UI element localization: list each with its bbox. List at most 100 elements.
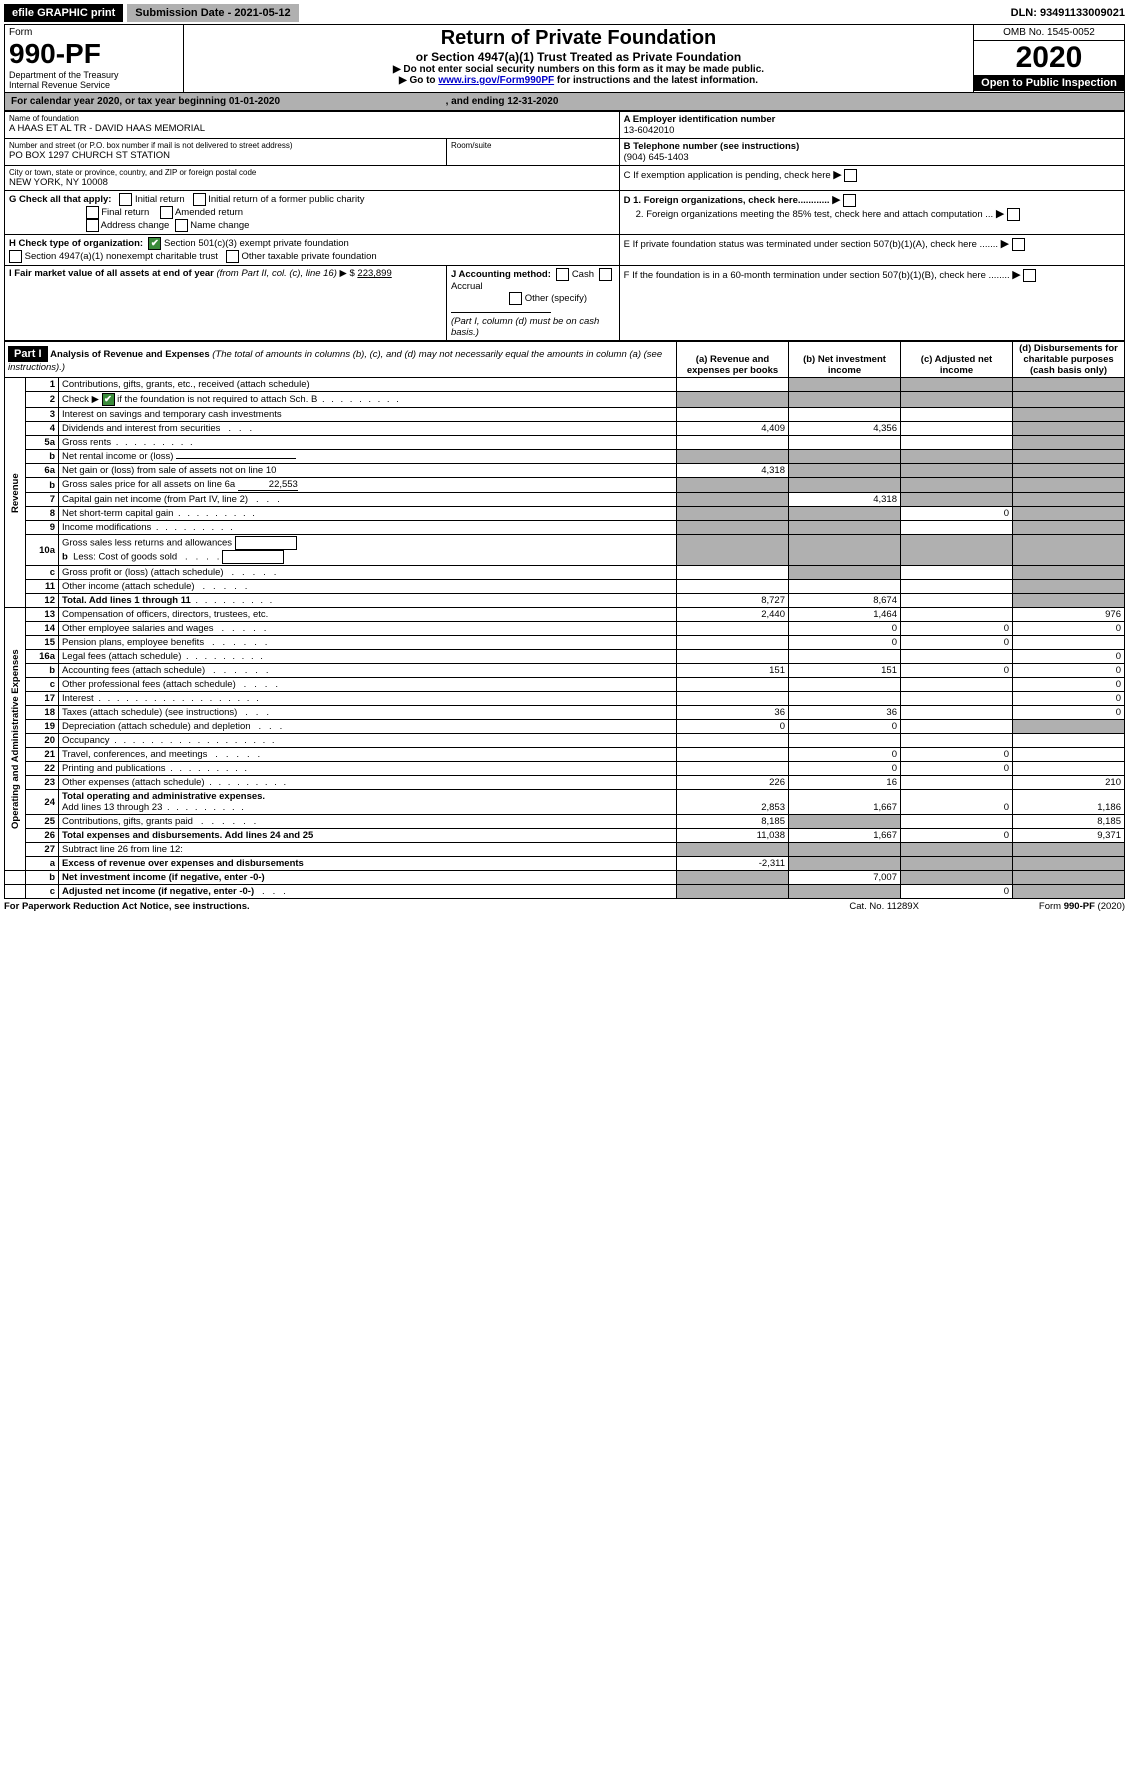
row-num: b (26, 664, 59, 678)
row-num: b (26, 871, 59, 885)
g-address-change-checkbox[interactable] (86, 219, 99, 232)
city-value: NEW YORK, NY 10008 (9, 177, 615, 188)
ein-value: 13-6042010 (624, 125, 1120, 136)
g-opt-5: Name change (190, 220, 249, 231)
j-other-checkbox[interactable] (509, 292, 522, 305)
j-other-label: Other (specify) (525, 293, 587, 304)
d1-checkbox[interactable] (843, 194, 856, 207)
table-row: c Adjusted net income (if negative, ente… (5, 885, 1125, 899)
row-num: 7 (26, 493, 59, 507)
table-row: 21 Travel, conferences, and meetings . .… (5, 748, 1125, 762)
table-row: 26 Total expenses and disbursements. Add… (5, 829, 1125, 843)
section-e-label: E If private foundation status was termi… (624, 239, 998, 250)
row-desc: Contributions, gifts, grants, etc., rece… (59, 378, 677, 392)
form-header: Form 990-PF Department of the Treasury I… (4, 24, 1125, 93)
row-desc: Compensation of officers, directors, tru… (59, 608, 677, 622)
form-note-2: ▶ Go to www.irs.gov/Form990PF for instru… (188, 75, 969, 86)
table-row: Operating and Administrative Expenses 13… (5, 608, 1125, 622)
name-label: Name of foundation (9, 114, 615, 123)
footer-left: For Paperwork Reduction Act Notice, see … (4, 901, 250, 912)
dept-line-2: Internal Revenue Service (9, 80, 179, 90)
footer-cat-no: Cat. No. 11289X (849, 901, 919, 912)
table-row: b Net rental income or (loss) (5, 450, 1125, 464)
table-row: 9 Income modifications (5, 521, 1125, 535)
row-num: 21 (26, 748, 59, 762)
row-num: 17 (26, 692, 59, 706)
section-j-label: J Accounting method: (451, 269, 551, 280)
row-desc: Legal fees (attach schedule) (59, 650, 677, 664)
g-name-change-checkbox[interactable] (175, 219, 188, 232)
row-num: 14 (26, 622, 59, 636)
h-501c3-checkbox[interactable]: ✔ (148, 237, 161, 250)
f-checkbox[interactable] (1023, 269, 1036, 282)
row-num: 3 (26, 408, 59, 422)
row-num: 26 (26, 829, 59, 843)
section-i-sublabel: (from Part II, col. (c), line 16) (217, 268, 337, 279)
g-initial-return-checkbox[interactable] (119, 193, 132, 206)
g-final-return-checkbox[interactable] (86, 206, 99, 219)
g-opt-2: Final return (101, 207, 149, 218)
table-row: 22 Printing and publications 00 (5, 762, 1125, 776)
row-num: 22 (26, 762, 59, 776)
row-desc: Excess of revenue over expenses and disb… (59, 857, 677, 871)
section-c-checkbox[interactable] (844, 169, 857, 182)
row-desc: Gross sales less returns and allowances … (59, 535, 677, 566)
footer-form-ref: Form 990-PF (2020) (1039, 901, 1125, 912)
g-initial-former-checkbox[interactable] (193, 193, 206, 206)
sch-b-checkbox[interactable]: ✔ (102, 393, 115, 406)
i-arrow: ▶ $ (340, 268, 355, 279)
row-num: a (26, 857, 59, 871)
table-row: a Excess of revenue over expenses and di… (5, 857, 1125, 871)
table-row: b Net investment income (if negative, en… (5, 871, 1125, 885)
row-num: b (26, 478, 59, 493)
j-accrual-checkbox[interactable] (599, 268, 612, 281)
row-desc: Other income (attach schedule) . . . . . (59, 580, 677, 594)
row-desc: Net rental income or (loss) (59, 450, 677, 464)
row-num: 13 (26, 608, 59, 622)
row-desc: Accounting fees (attach schedule) . . . … (59, 664, 677, 678)
g-opt-4: Address change (101, 220, 170, 231)
section-f-label: F If the foundation is in a 60-month ter… (624, 270, 1010, 281)
calendar-year-row: For calendar year 2020, or tax year begi… (4, 93, 1125, 111)
row-desc: Adjusted net income (if negative, enter … (59, 885, 677, 899)
table-row: 20 Occupancy (5, 734, 1125, 748)
row-desc: Occupancy (59, 734, 677, 748)
row-num: b (26, 450, 59, 464)
row-num: 24 (26, 790, 59, 815)
row-desc: Total expenses and disbursements. Add li… (59, 829, 677, 843)
j-note: (Part I, column (d) must be on cash basi… (451, 316, 599, 338)
table-row: 18 Taxes (attach schedule) (see instruct… (5, 706, 1125, 720)
d2-checkbox[interactable] (1007, 208, 1020, 221)
col-a-header: (a) Revenue and expenses per books (677, 342, 789, 378)
j-accrual-label: Accrual (451, 281, 483, 292)
form990pf-link[interactable]: www.irs.gov/Form990PF (438, 75, 554, 86)
page-footer: For Paperwork Reduction Act Notice, see … (4, 899, 1125, 912)
h-other-checkbox[interactable] (226, 250, 239, 263)
row-num: 5a (26, 436, 59, 450)
table-row: 7 Capital gain net income (from Part IV,… (5, 493, 1125, 507)
row-desc: Other employee salaries and wages . . . … (59, 622, 677, 636)
table-row: 5a Gross rents (5, 436, 1125, 450)
table-row: 10a Gross sales less returns and allowan… (5, 535, 1125, 566)
row-num: 11 (26, 580, 59, 594)
row-num: 15 (26, 636, 59, 650)
e-checkbox[interactable] (1012, 238, 1025, 251)
table-row: 8 Net short-term capital gain 0 (5, 507, 1125, 521)
table-row: b Gross sales price for all assets on li… (5, 478, 1125, 493)
row-num: 6a (26, 464, 59, 478)
efile-print-button[interactable]: efile GRAPHIC print (4, 4, 123, 22)
row-desc: Taxes (attach schedule) (see instruction… (59, 706, 677, 720)
section-d2-label: 2. Foreign organizations meeting the 85%… (636, 209, 994, 220)
g-amended-checkbox[interactable] (160, 206, 173, 219)
row-num: 1 (26, 378, 59, 392)
col-d-header: (d) Disbursements for charitable purpose… (1013, 342, 1125, 378)
j-cash-checkbox[interactable] (556, 268, 569, 281)
row-desc: Gross rents (59, 436, 677, 450)
row-desc: Net investment income (if negative, ente… (59, 871, 677, 885)
city-label: City or town, state or province, country… (9, 168, 615, 177)
submission-date-button[interactable]: Submission Date - 2021-05-12 (127, 4, 298, 22)
g-opt-3: Amended return (175, 207, 243, 218)
row-num: 25 (26, 815, 59, 829)
row-num: 23 (26, 776, 59, 790)
h-4947-checkbox[interactable] (9, 250, 22, 263)
